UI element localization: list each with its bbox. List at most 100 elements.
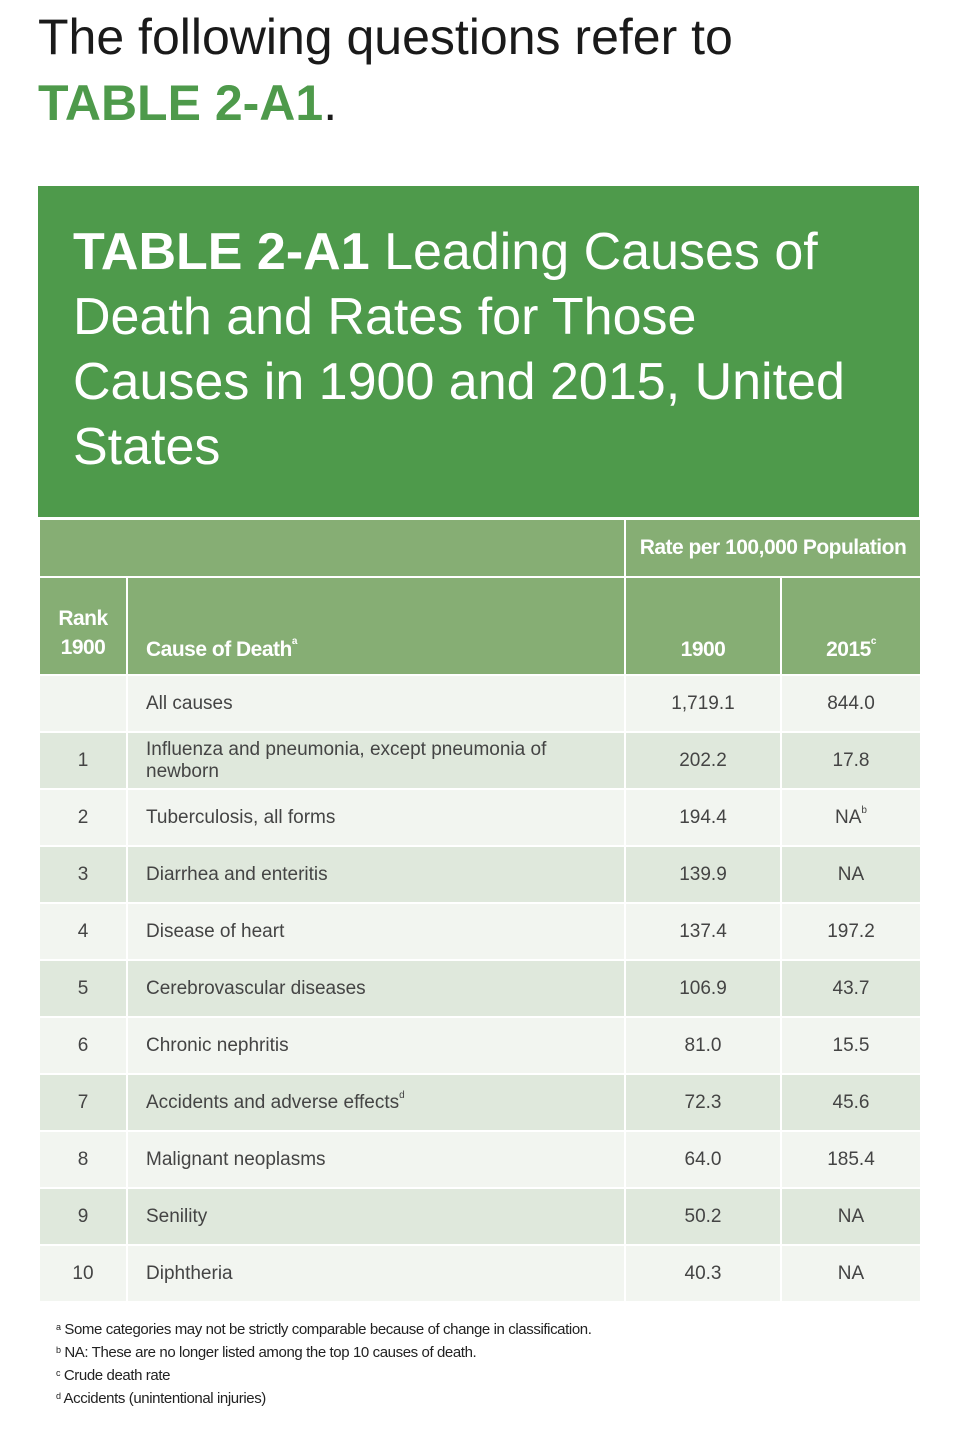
- rate-2015-text: 185.4: [827, 1148, 875, 1170]
- cause-header: Cause of Deatha: [126, 576, 626, 676]
- cause-text: Chronic nephritis: [146, 1034, 289, 1056]
- rate-1900-cell: 81.0: [624, 1016, 782, 1075]
- rate-1900-cell: 40.3: [624, 1244, 782, 1303]
- footnote-text: Some categories may not be strictly comp…: [60, 1321, 592, 1338]
- cause-cell: Chronic nephritis: [126, 1016, 626, 1075]
- rank-cell: 4: [38, 902, 128, 961]
- table-row: 4 Disease of heart 137.4 197.2: [38, 902, 923, 961]
- cause-cell: Diphtheria: [126, 1244, 626, 1303]
- cause-text: Senility: [146, 1205, 208, 1227]
- table-reference: TABLE 2-A1: [38, 75, 324, 131]
- rate-1900-cell: 137.4: [624, 902, 782, 961]
- year-1900-header: 1900: [624, 576, 782, 676]
- table-label: TABLE 2-A1: [73, 223, 370, 281]
- footnote-text: Accidents (unintentional injuries): [60, 1390, 267, 1407]
- rate-1900-cell: 106.9: [624, 959, 782, 1018]
- table-row: All causes 1,719.1 844.0: [38, 674, 923, 733]
- rate-2015-text: 17.8: [832, 749, 870, 771]
- rank-header-line1: Rank: [58, 607, 108, 630]
- cause-cell: Disease of heart: [126, 902, 626, 961]
- rate-2015-cell: 185.4: [779, 1130, 923, 1189]
- table-row: 8 Malignant neoplasms 64.0 185.4: [38, 1130, 923, 1189]
- rate-1900-cell: 202.2: [624, 731, 782, 790]
- footnote: a Some categories may not be strictly co…: [56, 1318, 592, 1341]
- rank-cell: [38, 674, 128, 733]
- rate-2015-cell: NA: [779, 845, 923, 904]
- rate-2015-cell: 17.8: [779, 731, 923, 790]
- cause-text: Accidents and adverse effects: [146, 1091, 400, 1113]
- footnote-text: NA: These are no longer listed among the…: [60, 1344, 477, 1361]
- rate-2015-text: 45.6: [832, 1091, 870, 1113]
- cause-cell: Accidents and adverse effectsd: [126, 1073, 626, 1132]
- rate-1900-cell: 1,719.1: [624, 674, 782, 733]
- table-title-text: Leading Causes of Death and Rates for Th…: [73, 223, 845, 476]
- rate-2015-text: 15.5: [832, 1034, 870, 1056]
- cause-cell: All causes: [126, 674, 626, 733]
- rate-2015-cell: NA: [779, 1187, 923, 1246]
- footnote: d Accidents (unintentional injuries): [56, 1387, 591, 1410]
- table-row: 10 Diphtheria 40.3 NA: [38, 1244, 923, 1303]
- rank-cell: 8: [38, 1130, 128, 1189]
- rate-2015-cell: 844.0: [779, 674, 923, 733]
- cause-cell: Diarrhea and enteritis: [126, 845, 626, 904]
- footnote: c Crude death rate: [56, 1364, 591, 1387]
- footnote-mark: b: [56, 1345, 61, 1355]
- question-heading: The following questions refer to TABLE 2…: [38, 4, 733, 136]
- cause-cell: Cerebrovascular diseases: [126, 959, 626, 1018]
- table-row: 1 Influenza and pneumonia, except pneumon…: [38, 731, 923, 790]
- rate-2015-text: NA: [835, 806, 862, 828]
- footnote: b NA: These are no longer listed among t…: [56, 1341, 591, 1364]
- rank-header: Rank 1900: [38, 576, 128, 676]
- cause-cell: Senility: [126, 1187, 626, 1246]
- table-row: 6 Chronic nephritis 81.0 15.5: [38, 1016, 923, 1075]
- cause-header-text: Cause of Death: [146, 638, 292, 661]
- rate-1900-cell: 50.2: [624, 1187, 782, 1246]
- heading-period: .: [323, 75, 338, 131]
- rate-2015-cell: 45.6: [779, 1073, 923, 1132]
- year-2015-text: 2015: [826, 638, 871, 661]
- rank-cell: 6: [38, 1016, 128, 1075]
- rank-cell: 5: [38, 959, 128, 1018]
- rate-group-header: Rate per 100,000 Population: [623, 518, 923, 578]
- rate-2015-cell: 15.5: [779, 1016, 923, 1075]
- footnote-marker: a: [291, 636, 298, 647]
- rate-2015-text: 43.7: [832, 977, 870, 999]
- footnote-mark: c: [56, 1368, 61, 1378]
- rate-2015-text: NA: [837, 1262, 865, 1284]
- rate-1900-cell: 139.9: [624, 845, 782, 904]
- footnote-mark: d: [56, 1391, 61, 1401]
- rate-2015-cell: NA: [779, 1244, 923, 1303]
- table-title: TABLE 2-A1 Leading Causes of Death and R…: [73, 220, 879, 480]
- footnote-marker: b: [861, 804, 867, 816]
- footnote-text: Crude death rate: [60, 1367, 171, 1384]
- cause-text: Tuberculosis, all forms: [146, 806, 336, 828]
- year-2015-header: 2015c: [779, 576, 923, 676]
- footnote-marker: c: [870, 636, 877, 647]
- footnotes: a Some categories may not be strictly co…: [56, 1318, 592, 1410]
- rank-cell: 10: [38, 1244, 128, 1303]
- rate-2015-text: 844.0: [827, 692, 875, 714]
- rate-2015-text: NA: [837, 863, 865, 885]
- heading-text: The following questions refer to: [38, 9, 733, 65]
- rank-cell: 2: [38, 788, 128, 847]
- footnote-marker: d: [399, 1089, 405, 1101]
- rate-1900-cell: 64.0: [624, 1130, 782, 1189]
- cause-cell: Tuberculosis, all forms: [126, 788, 626, 847]
- rate-2015-cell: 197.2: [779, 902, 923, 961]
- rank-cell: 1: [38, 731, 128, 790]
- rank-cell: 3: [38, 845, 128, 904]
- footnote-mark: a: [56, 1322, 61, 1332]
- cause-text: All causes: [146, 692, 233, 714]
- table-row: 5 Cerebrovascular diseases 106.9 43.7: [38, 959, 923, 1018]
- cause-cell: Malignant neoplasms: [126, 1130, 626, 1189]
- cause-text: Influenza and pneumonia, except pneumoni…: [146, 738, 547, 782]
- cause-text: Diphtheria: [146, 1262, 233, 1284]
- table-row: 2 Tuberculosis, all forms 194.4 NAb: [38, 788, 923, 847]
- rate-2015-text: 197.2: [827, 920, 875, 942]
- table-row: 3 Diarrhea and enteritis 139.9 NA: [38, 845, 923, 904]
- cause-text: Cerebrovascular diseases: [146, 977, 366, 999]
- rate-1900-cell: 194.4: [624, 788, 782, 847]
- table-row: 9 Senility 50.2 NA: [38, 1187, 923, 1246]
- rate-1900-cell: 72.3: [624, 1073, 782, 1132]
- cause-text: Disease of heart: [146, 920, 285, 942]
